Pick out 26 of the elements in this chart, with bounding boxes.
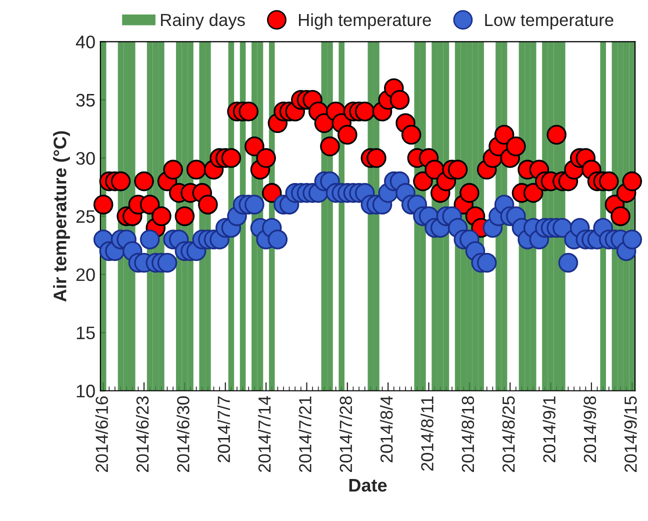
x-tick-label: 2014/9/1: [542, 396, 556, 462]
y-tick-label: 25: [76, 210, 95, 223]
x-tick-label: 2014/8/18: [461, 396, 474, 472]
x-tick-label: 2014/7/21: [298, 396, 312, 472]
x-tick-label: 2014/8/4: [380, 396, 393, 462]
x-tick-label: 2014/9/8: [583, 396, 596, 462]
x-axis-title: Date: [349, 479, 387, 492]
x-tick-label: 2014/6/23: [136, 396, 149, 472]
x-tick-label: 2014/8/11: [420, 396, 434, 471]
legend-label: High temperature: [299, 13, 431, 30]
x-tick-label: 2014/8/25: [502, 396, 515, 472]
y-axis-title: Air temperature (°C): [53, 131, 70, 302]
legend-label: Low temperature: [485, 14, 614, 30]
x-tick-label: 2014/7/28: [339, 396, 352, 472]
y-tick-label: 10: [76, 384, 95, 398]
x-tick-label: 2014/9/15: [624, 396, 637, 472]
x-tick-label: 2014/7/14: [258, 396, 271, 472]
x-tick-label: 2014/6/16: [95, 396, 108, 472]
x-tick-label: 2014/7/7: [217, 396, 230, 462]
x-tick-label: 2014/6/30: [176, 396, 190, 472]
y-tick-label: 35: [76, 94, 95, 107]
y-tick-label: 30: [76, 152, 95, 165]
y-tick-label: 15: [76, 326, 95, 340]
y-tick-label: 40: [76, 36, 95, 48]
legend-label: Rainy days: [161, 13, 245, 30]
y-tick-label: 20: [76, 268, 95, 282]
